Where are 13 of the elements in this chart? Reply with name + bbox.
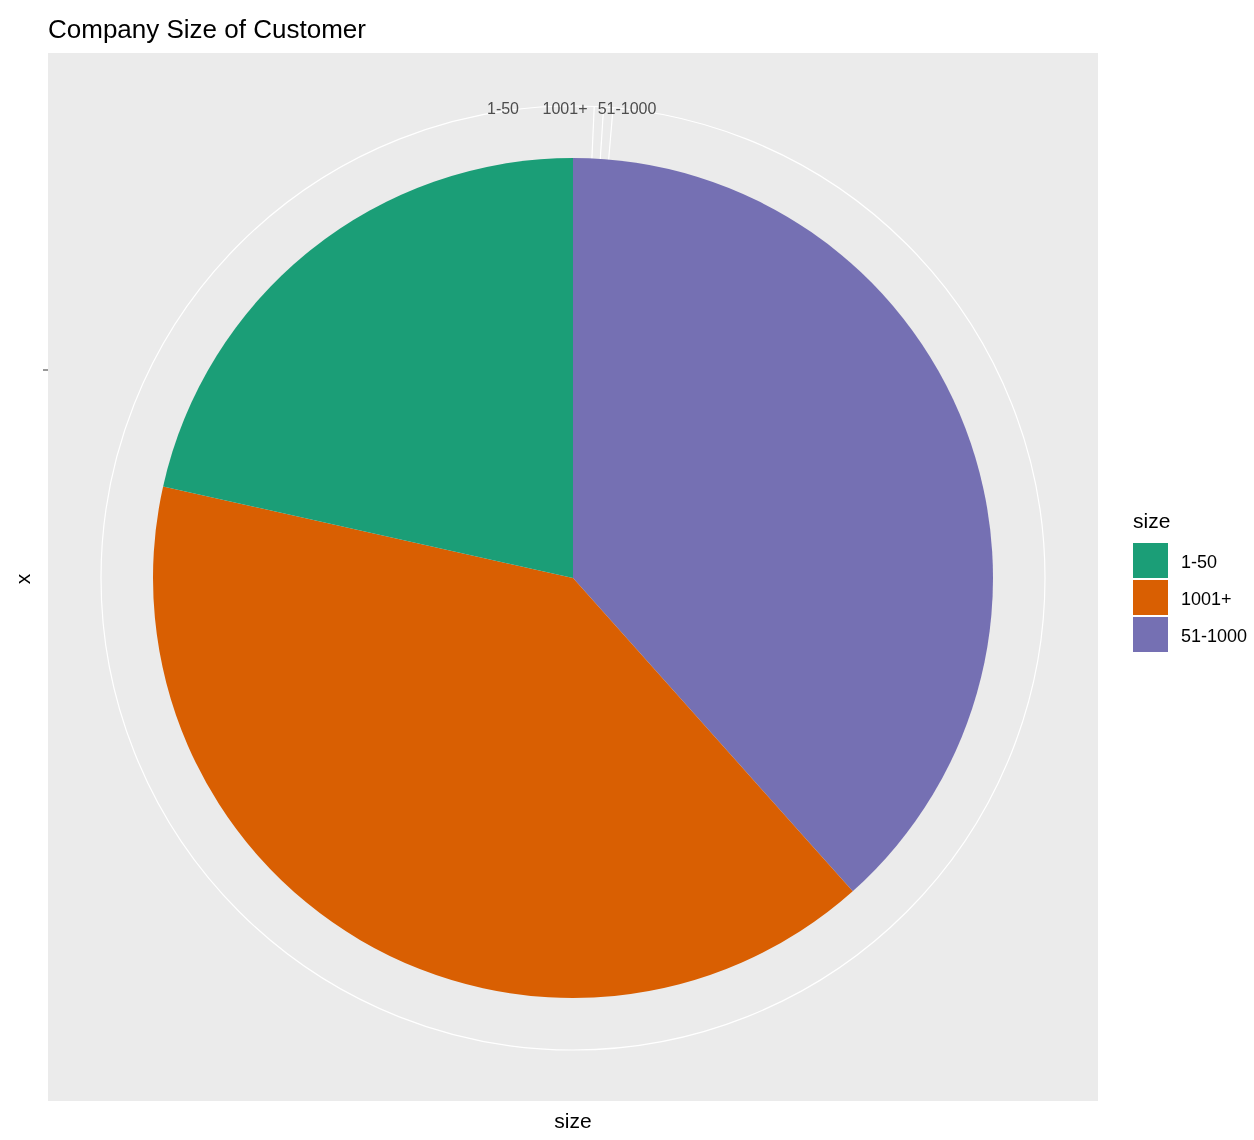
pie-slice — [163, 158, 573, 578]
slice-label: 1001+ — [542, 100, 588, 117]
pie-slice — [153, 486, 853, 998]
legend-label: 1001+ — [1181, 589, 1232, 609]
text: size — [554, 1109, 592, 1132]
legend-label: 1-50 — [1181, 552, 1218, 572]
legend-title: size — [1133, 509, 1171, 532]
pie-slice — [573, 158, 993, 892]
category-label: 51-1000 — [597, 100, 657, 117]
text: x — [11, 573, 34, 585]
legend-label: 51-1000 — [1181, 626, 1248, 646]
chart-title: Company Size of Customer — [48, 14, 367, 44]
slice-label: 1-50 — [486, 100, 520, 117]
